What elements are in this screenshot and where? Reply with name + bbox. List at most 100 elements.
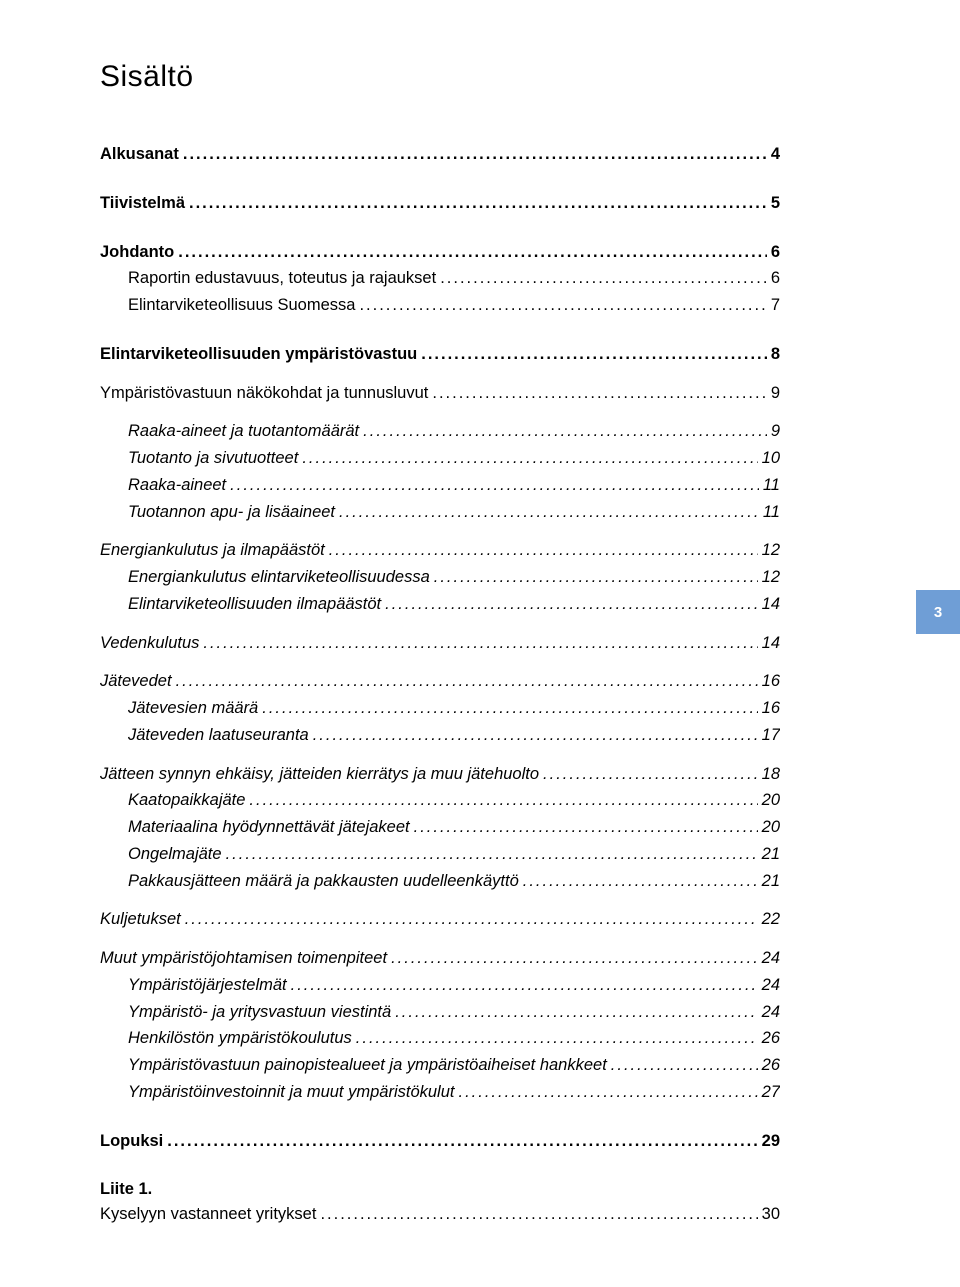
leader-dots: ........................................… [611, 1053, 758, 1078]
toc-label: Vedenkulutus [100, 631, 199, 656]
toc-row: Henkilöstön ympäristökoulutus...........… [100, 1026, 780, 1051]
toc-row: Ympäristövastuun näkökohdat ja tunnusluv… [100, 381, 780, 406]
toc-page: 11 [763, 500, 780, 525]
toc-row: Johdanto................................… [100, 240, 780, 265]
leader-dots: ........................................… [178, 240, 767, 265]
toc-label: Lopuksi [100, 1129, 163, 1154]
toc-page: 12 [762, 565, 780, 590]
toc-page: 16 [762, 669, 780, 694]
toc-page: 16 [762, 696, 780, 721]
toc-page: 9 [771, 419, 780, 444]
leader-dots: ........................................… [176, 669, 758, 694]
toc-row: Raaka-aineet ja tuotantomäärät..........… [100, 419, 780, 444]
toc-page: 20 [762, 815, 780, 840]
leader-dots: ........................................… [432, 381, 766, 406]
appendix-label: Kyselyyn vastanneet yritykset [100, 1202, 316, 1227]
leader-dots: ........................................… [291, 973, 758, 998]
toc-page: 24 [762, 946, 780, 971]
appendix-page: 30 [762, 1202, 780, 1227]
toc-row: Tuotannon apu- ja lisäaineet............… [100, 500, 780, 525]
leader-dots: ........................................… [262, 696, 757, 721]
leader-dots: ........................................… [226, 842, 758, 867]
toc-row: Muut ympäristöjohtamisen toimenpiteet...… [100, 946, 780, 971]
leader-dots: ........................................… [230, 473, 759, 498]
toc-page: 21 [762, 869, 780, 894]
toc-label: Pakkausjätteen määrä ja pakkausten uudel… [128, 869, 519, 894]
leader-dots: ........................................… [183, 142, 767, 167]
toc-label: Muut ympäristöjohtamisen toimenpiteet [100, 946, 387, 971]
toc-row: Raaka-aineet............................… [100, 473, 780, 498]
toc-label: Kuljetukset [100, 907, 181, 932]
toc-page: 14 [762, 592, 780, 617]
toc-page: 24 [762, 973, 780, 998]
leader-dots: ........................................… [329, 538, 758, 563]
toc-label: Alkusanat [100, 142, 179, 167]
toc-page: 6 [771, 266, 780, 291]
toc-page: 8 [771, 342, 780, 367]
toc-label: Tiivistelmä [100, 191, 185, 216]
toc-row: Energiankulutus elintarviketeollisuudess… [100, 565, 780, 590]
toc-label: Raaka-aineet [128, 473, 226, 498]
toc-row: Materiaalina hyödynnettävät jätejakeet..… [100, 815, 780, 840]
toc-label: Ympäristövastuun näkökohdat ja tunnusluv… [100, 381, 428, 406]
leader-dots: ........................................… [458, 1080, 757, 1105]
toc-label: Ympäristöinvestoinnit ja muut ympäristök… [128, 1080, 454, 1105]
leader-dots: ........................................… [359, 293, 766, 318]
toc-label: Ongelmajäte [128, 842, 222, 867]
leader-dots: ........................................… [363, 419, 767, 444]
toc-label: Tuotanto ja sivutuotteet [128, 446, 298, 471]
toc-row: Ongelmajäte.............................… [100, 842, 780, 867]
toc-label: Ympäristöjärjestelmät [128, 973, 287, 998]
toc-label: Elintarviketeollisuuden ilmapäästöt [128, 592, 381, 617]
toc-page: 26 [762, 1026, 780, 1051]
leader-dots: ........................................… [339, 500, 759, 525]
leader-dots: ........................................… [313, 723, 758, 748]
toc-label: Kaatopaikkajäte [128, 788, 245, 813]
toc-label: Jätevedet [100, 669, 172, 694]
toc-label: Jätevesien määrä [128, 696, 258, 721]
toc-row: Jäteveden laatuseuranta.................… [100, 723, 780, 748]
page-number-tab: 3 [916, 590, 960, 634]
toc-row: Ympäristöjärjestelmät...................… [100, 973, 780, 998]
leader-dots: ........................................… [320, 1202, 757, 1227]
toc-row: Kaatopaikkajäte.........................… [100, 788, 780, 813]
toc-label: Energiankulutus elintarviketeollisuudess… [128, 565, 430, 590]
page-title: Sisältö [100, 60, 780, 94]
leader-dots: ........................................… [203, 631, 757, 656]
table-of-contents: Alkusanat...............................… [100, 142, 780, 1153]
toc-row: Jätevedet...............................… [100, 669, 780, 694]
toc-row: Pakkausjätteen määrä ja pakkausten uudel… [100, 869, 780, 894]
toc-page: 12 [762, 538, 780, 563]
leader-dots: ........................................… [189, 191, 767, 216]
toc-page: 29 [762, 1129, 780, 1154]
leader-dots: ........................................… [385, 592, 758, 617]
leader-dots: ........................................… [440, 266, 767, 291]
toc-row: Tiivistelmä.............................… [100, 191, 780, 216]
toc-page: 22 [762, 907, 780, 932]
toc-page: 9 [771, 381, 780, 406]
toc-page: 11 [763, 473, 780, 498]
leader-dots: ........................................… [395, 1000, 757, 1025]
appendix-block: Liite 1. Kyselyyn vastanneet yritykset .… [100, 1177, 780, 1227]
toc-row: Lopuksi.................................… [100, 1129, 780, 1154]
toc-label: Henkilöstön ympäristökoulutus [128, 1026, 352, 1051]
toc-page: 14 [762, 631, 780, 656]
toc-row: Ympäristövastuun painopistealueet ja ymp… [100, 1053, 780, 1078]
toc-page: 6 [771, 240, 780, 265]
toc-label: Elintarviketeollisuuden ympäristövastuu [100, 342, 417, 367]
toc-label: Ympäristövastuun painopistealueet ja ymp… [128, 1053, 607, 1078]
toc-label: Elintarviketeollisuus Suomessa [128, 293, 355, 318]
leader-dots: ........................................… [414, 815, 758, 840]
toc-label: Raportin edustavuus, toteutus ja rajauks… [128, 266, 436, 291]
toc-label: Tuotannon apu- ja lisäaineet [128, 500, 335, 525]
toc-page: 7 [771, 293, 780, 318]
toc-label: Energiankulutus ja ilmapäästöt [100, 538, 325, 563]
toc-label: Jätteen synnyn ehkäisy, jätteiden kierrä… [100, 762, 539, 787]
toc-page: 27 [762, 1080, 780, 1105]
toc-page: 21 [762, 842, 780, 867]
toc-label: Jäteveden laatuseuranta [128, 723, 309, 748]
toc-row: Alkusanat...............................… [100, 142, 780, 167]
leader-dots: ........................................… [421, 342, 767, 367]
toc-row: Kuljetukset.............................… [100, 907, 780, 932]
leader-dots: ........................................… [185, 907, 758, 932]
